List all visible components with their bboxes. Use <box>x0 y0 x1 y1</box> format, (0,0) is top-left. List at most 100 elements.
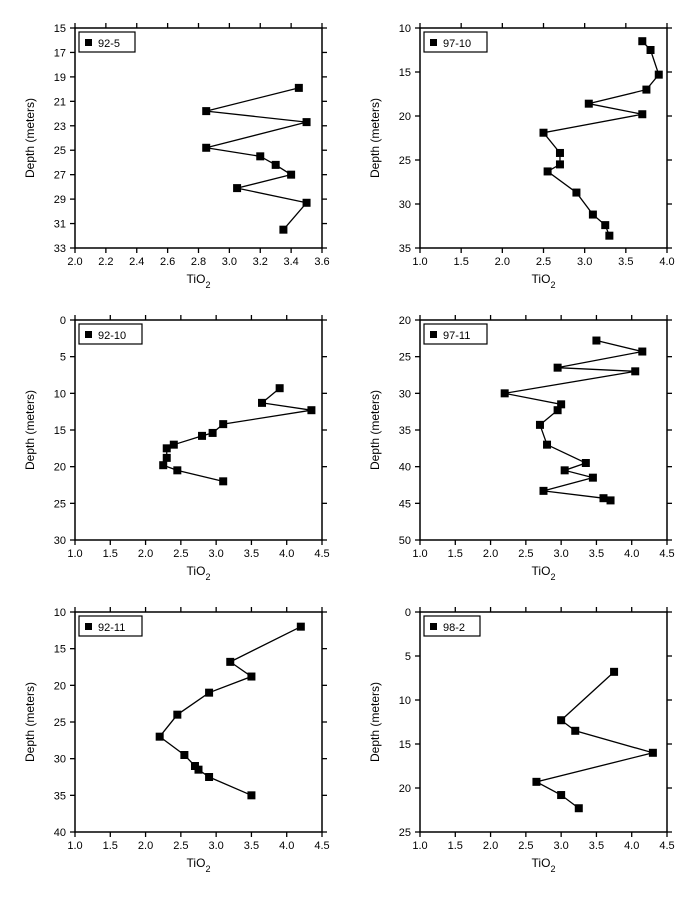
data-marker <box>248 792 255 799</box>
data-marker <box>607 497 614 504</box>
data-marker <box>593 337 600 344</box>
y-axis-label: Depth (meters) <box>23 390 37 470</box>
y-tick-label: 30 <box>54 754 66 766</box>
y-tick-label: 10 <box>399 23 411 35</box>
data-marker <box>602 222 609 229</box>
chart-svg: 2.02.22.42.62.83.03.23.43.61517192123252… <box>20 20 330 290</box>
x-tick-label: 2.5 <box>536 256 551 268</box>
x-tick-label: 2.0 <box>495 256 510 268</box>
y-axis-label: Depth (meters) <box>23 682 37 762</box>
data-marker <box>206 689 213 696</box>
data-marker <box>585 100 592 107</box>
x-tick-label: 2.2 <box>98 256 113 268</box>
legend: 98-2 <box>424 616 480 636</box>
data-marker <box>582 460 589 467</box>
data-marker <box>554 407 561 414</box>
y-tick-label: 15 <box>54 23 66 35</box>
x-tick-label: 1.5 <box>454 256 469 268</box>
data-marker <box>544 441 551 448</box>
x-tick-label: 3.0 <box>208 548 223 560</box>
legend-marker-icon <box>430 623 437 630</box>
x-tick-label: 2.5 <box>173 548 188 560</box>
plot-frame <box>420 612 667 832</box>
data-marker <box>288 171 295 178</box>
legend: 92-10 <box>79 324 142 344</box>
data-marker <box>556 149 563 156</box>
y-tick-label: 23 <box>54 121 66 133</box>
x-tick-label: 2.0 <box>138 840 153 852</box>
y-axis-label: Depth (meters) <box>368 390 382 470</box>
x-tick-label: 1.0 <box>412 548 427 560</box>
x-tick-label: 3.0 <box>222 256 237 268</box>
y-tick-label: 19 <box>54 72 66 84</box>
y-tick-label: 10 <box>54 388 66 400</box>
legend-marker-icon <box>430 331 437 338</box>
x-tick-label: 1.0 <box>67 840 82 852</box>
data-marker <box>199 432 206 439</box>
x-axis-label: TiO2 <box>532 856 556 874</box>
legend-label: 92-11 <box>98 622 125 634</box>
y-tick-label: 35 <box>399 425 411 437</box>
data-marker <box>297 623 304 630</box>
data-marker <box>203 108 210 115</box>
y-tick-label: 0 <box>405 607 411 619</box>
y-tick-label: 20 <box>399 783 411 795</box>
x-axis-label: TiO2 <box>532 564 556 582</box>
y-tick-label: 29 <box>54 194 66 206</box>
x-tick-label: 3.0 <box>208 840 223 852</box>
x-tick-label: 1.0 <box>412 840 427 852</box>
data-marker <box>573 189 580 196</box>
y-tick-label: 33 <box>54 243 66 255</box>
x-tick-label: 4.0 <box>659 256 674 268</box>
chart-svg: 1.01.52.02.53.03.54.04.5051015202598-2Ti… <box>365 604 675 874</box>
x-axis-label: TiO2 <box>187 564 211 582</box>
data-marker <box>639 38 646 45</box>
y-tick-label: 0 <box>60 315 66 327</box>
x-tick-label: 4.0 <box>624 840 639 852</box>
data-marker <box>639 348 646 355</box>
y-axis-label: Depth (meters) <box>23 98 37 178</box>
y-tick-label: 50 <box>399 535 411 547</box>
x-axis-label: TiO2 <box>187 272 211 290</box>
data-marker <box>647 47 654 54</box>
y-tick-label: 5 <box>60 352 66 364</box>
x-tick-label: 3.5 <box>589 840 604 852</box>
legend-label: 97-10 <box>443 38 471 50</box>
plot-frame <box>75 28 322 248</box>
x-tick-label: 2.5 <box>518 548 533 560</box>
data-marker <box>303 119 310 126</box>
data-marker <box>276 385 283 392</box>
y-tick-label: 25 <box>399 155 411 167</box>
x-tick-label: 4.0 <box>624 548 639 560</box>
data-marker <box>163 454 170 461</box>
y-tick-label: 25 <box>399 827 411 839</box>
panel-92-5: 2.02.22.42.62.83.03.23.43.61517192123252… <box>20 20 335 290</box>
legend-marker-icon <box>430 39 437 46</box>
data-marker <box>308 407 315 414</box>
legend-label: 97-11 <box>443 330 470 342</box>
data-marker <box>600 495 607 502</box>
y-tick-label: 30 <box>399 388 411 400</box>
y-tick-label: 21 <box>54 96 66 108</box>
data-marker <box>220 421 227 428</box>
x-tick-label: 2.5 <box>518 840 533 852</box>
y-tick-label: 10 <box>399 695 411 707</box>
data-marker <box>533 778 540 785</box>
x-tick-label: 2.0 <box>67 256 82 268</box>
plot-frame <box>420 320 667 540</box>
plot-frame <box>75 612 322 832</box>
panel-98-2: 1.01.52.02.53.03.54.04.5051015202598-2Ti… <box>365 604 680 874</box>
x-tick-label: 3.0 <box>553 840 568 852</box>
y-tick-label: 20 <box>399 315 411 327</box>
x-tick-label: 4.5 <box>314 548 329 560</box>
y-tick-label: 10 <box>54 607 66 619</box>
x-tick-label: 1.0 <box>67 548 82 560</box>
x-tick-label: 2.0 <box>483 840 498 852</box>
data-marker <box>611 668 618 675</box>
y-tick-label: 45 <box>399 498 411 510</box>
data-marker <box>501 390 508 397</box>
data-marker <box>655 71 662 78</box>
panel-97-10: 1.01.52.02.53.03.54.010152025303597-10Ti… <box>365 20 680 290</box>
data-marker <box>606 232 613 239</box>
plot-frame <box>420 28 667 248</box>
